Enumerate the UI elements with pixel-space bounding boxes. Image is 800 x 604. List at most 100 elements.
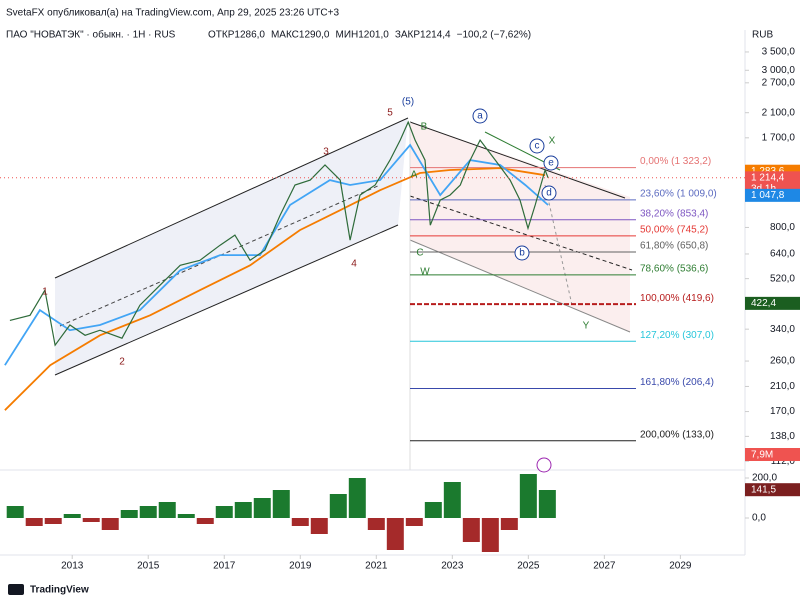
projection [544,184,573,306]
osc-bar [177,514,195,518]
y-tick-label: 210,0 [770,381,795,392]
y-tick-label: 640,0 [770,249,795,260]
x-tick-label: 2019 [289,561,312,572]
price-tag-label: 422,4 [751,298,776,309]
y-tick-label: 3 500,0 [762,47,796,58]
wave-label: 2 [119,357,125,368]
wave-label: Y [583,321,590,332]
series-line [4,143,549,366]
x-tick-label: 2027 [593,561,616,572]
osc-bar [481,518,499,552]
x-tick-label: 2013 [61,561,84,572]
osc-bar [291,518,309,526]
wave-label: 3 [323,147,329,158]
price-tag-label: 1 047,8 [751,190,785,201]
price-tag [745,296,800,310]
osc-bar [329,494,347,518]
wave-label: 1 [42,287,48,298]
wave-label: e [548,158,554,169]
osc-bar [6,506,24,518]
osc-bar [348,478,366,518]
y-tick-label: 170,0 [770,406,795,417]
channel-mid [59,184,381,327]
wave-circle [472,108,488,124]
osc-bar [196,518,214,524]
y-tick-label: 2 700,0 [762,77,796,88]
wave-label: d [546,188,552,199]
osc-tick-label: 0,0 [752,513,766,524]
wave-label: 5 [387,108,393,119]
wave-label: 4 [351,259,357,270]
fib-label: 23,60% (1 009,0) [640,188,717,199]
volume-tag: 7,9M [751,450,773,461]
wave-circle [514,245,530,261]
y-tick-label: 260,0 [770,356,795,367]
wave-label: (5) [402,97,414,108]
osc-bar [82,518,100,522]
wave-label: C [416,248,423,259]
wave-circle [529,138,545,154]
y-tick-label: 520,0 [770,273,795,284]
fib-label: 127,20% (307,0) [640,330,714,341]
osc-bar [215,506,233,518]
osc-bar [500,518,518,530]
price-tag-label: 1 214,4 [751,172,785,183]
x-tick-label: 2017 [213,561,236,572]
channel-line [54,117,409,279]
osc-bar [519,474,537,518]
y-tick-label: 112,0 [771,456,796,467]
osc-bar [25,518,43,526]
osc-tag-label: 141,5 [751,484,776,495]
wave-label: c [535,141,540,152]
event-icon [536,457,552,473]
series-line [9,120,549,347]
price-tag [745,188,800,202]
osc-bar [424,502,442,518]
osc-bar [386,518,404,550]
volume-tag-box [745,448,800,461]
y-tick-label: 3 000,0 [762,65,796,76]
osc-bar [44,518,62,524]
x-tick-label: 2025 [517,561,540,572]
brand-logo [8,584,24,595]
wave-circle [541,185,557,201]
series-line [4,167,546,411]
y-tick-label: 138,0 [770,431,795,442]
wave-label: A [411,170,418,181]
wave-label: B [421,122,428,133]
osc-bar [101,518,119,530]
osc-bar [443,482,461,518]
osc-bar [538,490,556,518]
fib-label: 61,80% (650,8) [640,241,708,252]
osc-tick-label: 200,0 [752,473,777,484]
osc-bar [234,502,252,518]
wave-label: b [519,248,525,259]
fib-label: 50,00% (745,2) [640,225,708,236]
ohlc-value: ОТКР1286,0 [208,30,265,41]
x-tick-label: 2023 [441,561,464,572]
osc-bar [139,506,157,518]
ohlc-value: МАКС1290,0 [271,30,330,41]
fib-label: 78,60% (536,6) [640,264,708,275]
osc-bar [158,502,176,518]
osc-bar [272,490,290,518]
y-tick-label: 2 100,0 [762,107,796,118]
channel-fill [55,118,408,375]
wave-circle [543,155,559,171]
fib-label: 200,00% (133,0) [640,429,714,440]
x-tick-label: 2015 [137,561,160,572]
osc-bar [120,510,138,518]
channel-line [54,224,399,376]
symbol: ПАО "НОВАТЭК" · обыкн. · 1Н · RUS [6,29,176,41]
osc-bar [405,518,423,526]
fib-label: 161,80% (206,4) [640,377,714,388]
y-tick-label: 1 700,0 [762,132,796,143]
wave-label: X [549,136,556,147]
osc-bar [367,518,385,530]
osc-tag [745,483,800,497]
wave-label: a [477,111,483,122]
currency: RUB [752,30,773,41]
change: −100,2 (−7,62%) [457,30,532,41]
